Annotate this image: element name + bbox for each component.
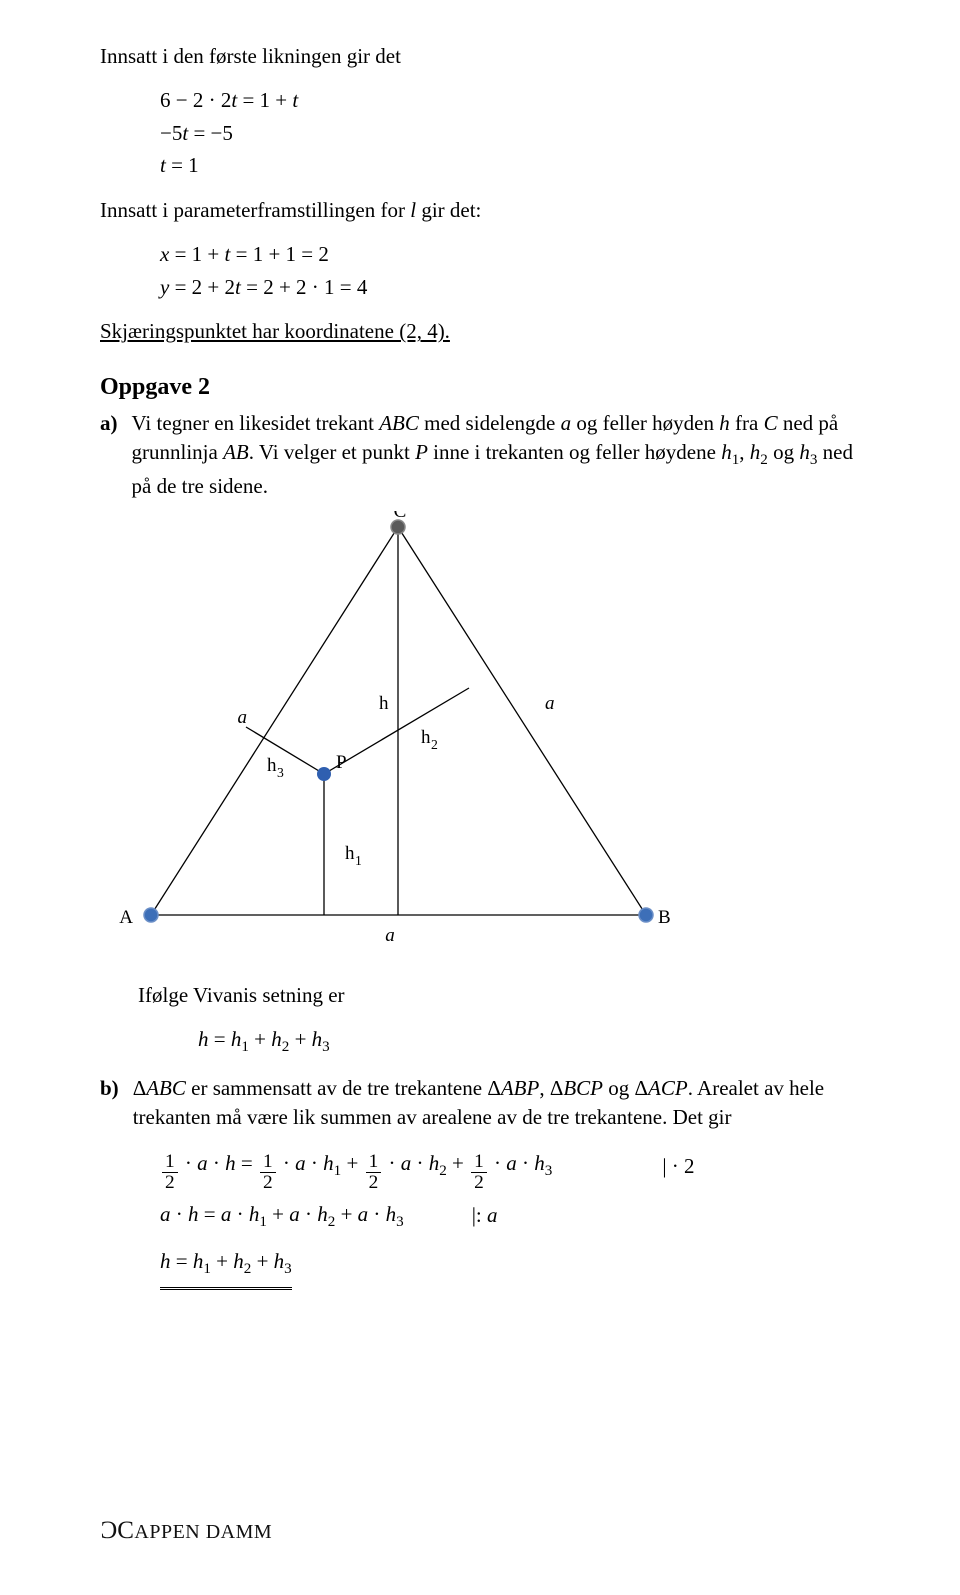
final-derivation: 12 · a · h = 12 · a · h1 + 12 · a · h2 +… <box>160 1141 860 1290</box>
eq2-l1: x = 1 + t = 1 + 1 = 2 <box>160 238 860 271</box>
svg-text:A: A <box>119 907 133 928</box>
final-row-1: 12 · a · h = 12 · a · h1 + 12 · a · h2 +… <box>160 1141 860 1192</box>
a-body: Vi tegner en likesidet trekant ABC med s… <box>132 409 861 501</box>
eq1-l2: −5t = −5 <box>160 117 860 150</box>
svg-text:2: 2 <box>431 737 438 752</box>
equation-block-1: 6 − 2 · 2t = 1 + t −5t = −5 t = 1 <box>160 84 860 182</box>
eq2-l2: y = 2 + 2t = 2 + 2 · 1 = 4 <box>160 271 860 304</box>
item-b: b) ΔABC er sammensatt av de tre trekante… <box>100 1074 860 1133</box>
final-row-3: h = h1 + h2 + h3 <box>160 1239 860 1290</box>
final-row-2: a · h = a · h1 + a · h2 + a · h3 |: a <box>160 1192 860 1239</box>
result-text: Skjæringspunktet har koordinatene (2, 4)… <box>100 319 450 343</box>
svg-text:h: h <box>421 727 431 748</box>
svg-text:P: P <box>336 752 347 773</box>
eq1-l3: t = 1 <box>160 149 860 182</box>
vivani-intro: Ifølge Vivanis setning er <box>138 981 860 1009</box>
a-marker: a) <box>100 409 118 501</box>
triangle-figure: ABCPaaahh1h2h3 <box>115 511 860 961</box>
page: Innsatt i den første likningen gir det 6… <box>0 0 960 1595</box>
item-a: a) Vi tegner en likesidet trekant ABC me… <box>100 409 860 501</box>
publisher-logo: CCAPPEN DAMM <box>100 1517 272 1545</box>
intersection-result: Skjæringspunktet har koordinatene (2, 4)… <box>100 317 860 345</box>
p2-pre: Innsatt i parameterframstillingen for <box>100 198 410 222</box>
svg-text:B: B <box>658 907 671 928</box>
svg-text:a: a <box>238 707 248 728</box>
intro-line-2: Innsatt i parameterframstillingen for l … <box>100 196 860 224</box>
row2-note: |: a <box>472 1193 498 1237</box>
svg-text:C: C <box>394 511 407 522</box>
eq1-l1: 6 − 2 · 2t = 1 + t <box>160 84 860 117</box>
b-body: ΔABC er sammensatt av de tre trekantene … <box>133 1074 860 1133</box>
svg-text:a: a <box>545 693 555 714</box>
row1-note: | · 2 <box>662 1144 694 1188</box>
p2-post: gir det: <box>416 198 481 222</box>
svg-text:a: a <box>385 925 395 946</box>
svg-text:3: 3 <box>277 765 284 780</box>
svg-text:1: 1 <box>355 853 362 868</box>
svg-text:h: h <box>379 693 389 714</box>
b-marker: b) <box>100 1074 119 1133</box>
intro-line-1: Innsatt i den første likningen gir det <box>100 42 860 70</box>
svg-text:h: h <box>345 843 355 864</box>
vivani-eq: h = h1 + h2 + h3 <box>198 1023 860 1060</box>
equation-block-2: x = 1 + t = 1 + 1 = 2 y = 2 + 2t = 2 + 2… <box>160 238 860 303</box>
triangle-svg: ABCPaaahh1h2h3 <box>115 511 681 961</box>
svg-text:h: h <box>267 755 277 776</box>
oppgave-2-title: Oppgave 2 <box>100 374 860 401</box>
